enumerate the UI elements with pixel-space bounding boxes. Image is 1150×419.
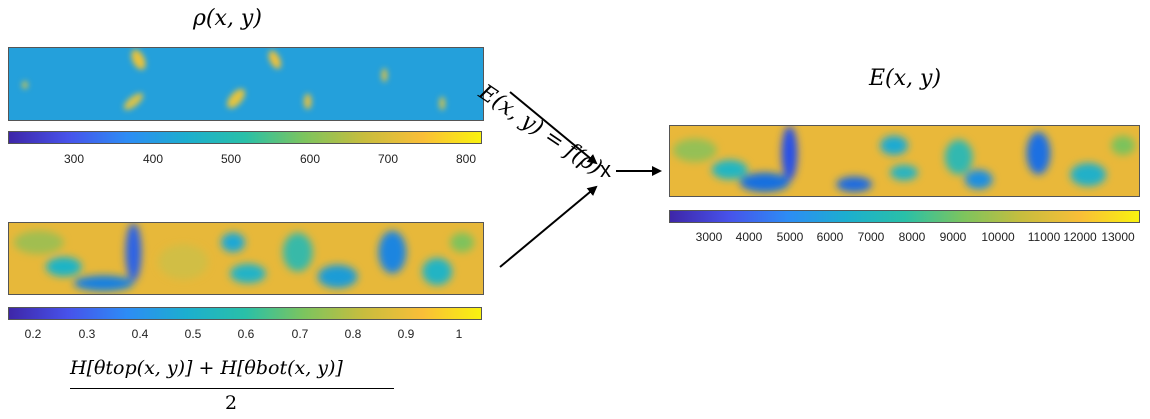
rho-field-image [8, 47, 484, 121]
field-region [317, 264, 358, 289]
h-tick-label: 0.9 [397, 327, 415, 341]
h-formula-fraction-bar [70, 388, 394, 389]
e-tick-label: 5000 [776, 230, 804, 244]
h-tick-label: 0.4 [131, 327, 149, 341]
field-region [73, 275, 134, 292]
e-tick-label: 6000 [816, 230, 844, 244]
rho-colorbar [8, 131, 482, 144]
field-region [422, 258, 453, 286]
h-tick-label: 0.8 [344, 327, 362, 341]
e-tick-label: 13000 [1101, 230, 1135, 244]
field-region [781, 126, 798, 181]
rho-title: ρ(x, y) [193, 6, 262, 31]
h-tick-label: 0.7 [291, 327, 309, 341]
rho-tick-label: 800 [455, 152, 477, 166]
h-colorbar [8, 307, 482, 320]
rho-tick-label: 400 [142, 152, 164, 166]
field-region [230, 263, 266, 284]
field-region [158, 244, 209, 280]
density-blob [439, 96, 446, 111]
density-blob [268, 50, 282, 69]
rho-tick-label: 500 [220, 152, 242, 166]
rho-tick-label: 600 [299, 152, 321, 166]
field-region [836, 176, 873, 193]
density-blob [123, 93, 144, 110]
density-blob [131, 49, 146, 70]
density-blob [303, 93, 312, 110]
field-region [1111, 135, 1136, 156]
rho-tick-label: 300 [63, 152, 85, 166]
h-tick-label: 0.6 [237, 327, 255, 341]
density-blob [227, 88, 245, 109]
h-formula-denominator: 2 [225, 392, 238, 414]
field-region [378, 230, 407, 274]
field-region [711, 160, 748, 180]
e-tick-label: 4000 [735, 230, 763, 244]
e-tick-label: 3000 [695, 230, 723, 244]
h-tick-label: 0.3 [78, 327, 96, 341]
field-region [890, 164, 918, 181]
field-region [739, 172, 790, 193]
rho-tick-label: 700 [377, 152, 399, 166]
field-region [450, 232, 475, 253]
rho-arrow [509, 91, 598, 165]
e-field-image [669, 125, 1140, 197]
field-region [45, 257, 82, 277]
multiply-symbol: x [600, 157, 611, 182]
density-blob [21, 81, 28, 89]
e-tick-label: 12000 [1063, 230, 1097, 244]
field-region [944, 139, 973, 175]
e-tick-label: 8000 [898, 230, 926, 244]
field-region [125, 223, 142, 282]
h-formula-numerator: H[θtop(x, y)] + H[θbot(x, y)] [70, 357, 343, 379]
e-tick-label: 10000 [981, 230, 1015, 244]
field-region [1070, 162, 1107, 187]
h-tick-label: 1 [455, 327, 463, 341]
field-region [221, 232, 246, 253]
e-tick-label: 9000 [939, 230, 967, 244]
field-region [964, 169, 993, 190]
field-region [13, 230, 64, 255]
field-region [880, 135, 908, 156]
h-tick-label: 0.5 [184, 327, 202, 341]
e-colorbar [669, 210, 1140, 223]
density-blob [381, 68, 388, 83]
h-arrow [499, 185, 598, 268]
e-title: E(x, y) [869, 66, 942, 91]
field-region [1026, 131, 1051, 175]
e-tick-label: 7000 [857, 230, 885, 244]
e-tick-label: 11000 [1027, 230, 1061, 244]
field-region [672, 138, 717, 162]
field-region [282, 232, 313, 272]
h-tick-label: 0.2 [24, 327, 42, 341]
h-field-image [8, 222, 484, 295]
